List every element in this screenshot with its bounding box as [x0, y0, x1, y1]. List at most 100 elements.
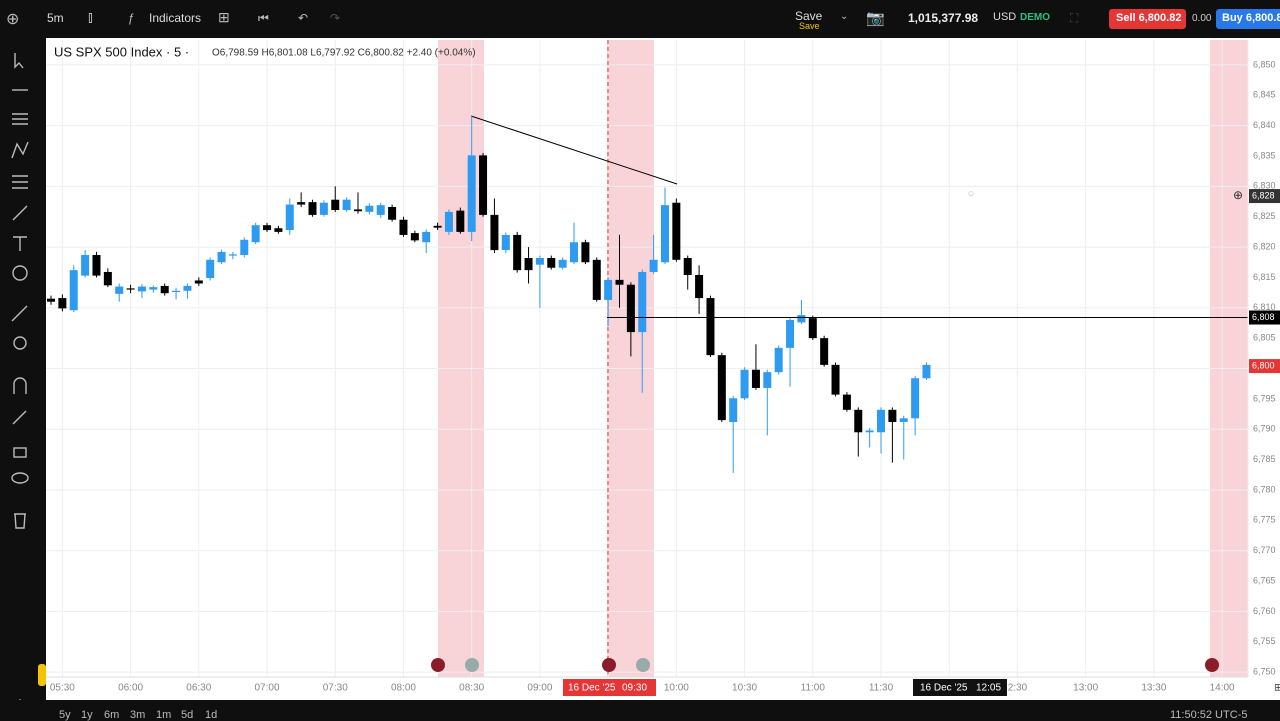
candle-body	[786, 319, 795, 348]
event-marker[interactable]	[602, 658, 616, 672]
y-tick-label: 6,750	[1253, 667, 1276, 677]
range-button[interactable]: 3m	[130, 709, 146, 721]
cursor-date: 16 Dec '25	[920, 683, 968, 694]
event-marker[interactable]	[431, 658, 445, 672]
candle-body	[865, 430, 874, 433]
session-highlight	[438, 40, 484, 677]
cursor-time: 12:05	[976, 683, 1001, 694]
x-tick-label: 13:30	[1141, 683, 1166, 694]
candle-body	[331, 199, 340, 211]
indicators-button[interactable]: Indicators	[149, 11, 202, 25]
candle-body	[444, 211, 453, 232]
candle-body	[47, 298, 55, 302]
candle-body	[388, 206, 397, 220]
fib-tool[interactable]	[12, 113, 28, 125]
range-button[interactable]: 6m	[104, 709, 120, 721]
x-tick-label: 09:00	[527, 683, 552, 694]
candle-body	[729, 398, 738, 422]
y-tick-label: 6,805	[1253, 333, 1276, 343]
balance: 1,015,377.98	[908, 11, 979, 25]
range-button[interactable]: 1y	[81, 709, 93, 721]
y-tick-label: 6,810	[1253, 302, 1276, 312]
candle-body	[228, 254, 237, 256]
snapshot-icon[interactable]: 📷	[866, 10, 885, 27]
buy-button[interactable]: Buy 6,800.8	[1216, 9, 1280, 29]
fullscreen-icon[interactable]: ⛶	[1070, 11, 1079, 25]
event-marker[interactable]	[1205, 658, 1219, 672]
y-tick-label: 6,770	[1253, 545, 1276, 555]
sell-button[interactable]: Sell 6,800.82	[1109, 9, 1186, 29]
event-marker[interactable]	[636, 658, 650, 672]
candle-body	[240, 239, 249, 255]
currency: USD	[993, 11, 1017, 23]
candle-body	[149, 287, 158, 290]
candle-body	[706, 298, 715, 356]
cursor-tool[interactable]	[14, 53, 24, 69]
candle-body	[376, 205, 385, 215]
candle-body	[410, 233, 419, 241]
redo-icon[interactable]: ↷	[330, 11, 341, 25]
candle-body	[535, 258, 544, 265]
magnet-tool[interactable]	[13, 377, 27, 394]
candle-body	[513, 234, 522, 271]
y-tick-label: 6,765	[1253, 575, 1276, 585]
crosshair-price-tag-bg	[1249, 189, 1280, 204]
range-button[interactable]: 1d	[205, 709, 218, 721]
candle-body	[842, 394, 851, 410]
undo-icon[interactable]: ↶	[298, 11, 309, 25]
range-button[interactable]: 5y	[59, 709, 71, 721]
chart-type-icon[interactable]: ⫾	[88, 9, 93, 26]
candle-body	[888, 409, 897, 422]
y-tick-label: 6,850	[1253, 59, 1276, 69]
candle-body	[615, 279, 624, 285]
session-highlight	[607, 40, 654, 677]
projection-tool[interactable]	[12, 175, 28, 189]
event-marker[interactable]	[465, 658, 479, 672]
candle-body	[581, 242, 590, 263]
zoom-tool[interactable]	[13, 336, 27, 350]
trend-line	[470, 115, 678, 185]
add-symbol-icon[interactable]: ⊕	[6, 11, 20, 28]
candle-body	[490, 214, 499, 251]
x-tick-label: 13:00	[1073, 683, 1098, 694]
emoji-tool[interactable]	[12, 265, 28, 281]
x-tick-label: 2:30	[1008, 683, 1028, 694]
mode: DEMO	[1020, 12, 1050, 23]
collapse-tab[interactable]	[38, 664, 46, 686]
candle-body	[922, 364, 931, 379]
save-button[interactable]: Save	[795, 9, 823, 23]
ruler-tool[interactable]	[11, 305, 28, 322]
hide-tool[interactable]	[11, 472, 29, 484]
candle-body	[774, 347, 783, 373]
brush-tool[interactable]	[12, 205, 28, 221]
delete-tool[interactable]	[14, 513, 26, 529]
y-tick-label: 6,795	[1253, 393, 1276, 403]
save-menu[interactable]: ⌄	[840, 11, 849, 22]
candle-body	[263, 225, 272, 231]
y-tick-label: 6,790	[1253, 424, 1276, 434]
text-tool[interactable]	[13, 236, 27, 251]
pattern-tool[interactable]	[11, 141, 29, 159]
timeframe[interactable]: 5m	[47, 11, 64, 25]
x-tick-label: 10:30	[732, 683, 757, 694]
x-tick-label: 07:30	[323, 683, 348, 694]
lock-tool[interactable]	[13, 447, 27, 458]
cursor-time-bg	[563, 679, 656, 696]
y-tick-label: 6,815	[1253, 272, 1276, 282]
replay-icon[interactable]: ⏮	[258, 11, 269, 25]
sell-label: Sell 6,800.82	[1116, 12, 1182, 24]
candle-body	[558, 259, 567, 268]
candle-body	[717, 355, 726, 421]
candle-body	[808, 318, 817, 339]
candle-body	[251, 225, 260, 243]
ohlc-legend: O6,798.59 H6,801.08 L6,797.92 C6,800.82 …	[212, 48, 476, 59]
settings-icon[interactable]: ⊞	[1274, 683, 1280, 694]
y-tick-label: 6,825	[1253, 211, 1276, 221]
session-highlight	[1210, 40, 1248, 677]
range-button[interactable]: 5d	[181, 709, 194, 721]
x-tick-label: 11:00	[801, 683, 826, 694]
draw-mode-tool[interactable]	[12, 410, 27, 425]
layout-icon[interactable]: ⊞	[218, 9, 230, 25]
range-button[interactable]: 1m	[156, 709, 172, 721]
